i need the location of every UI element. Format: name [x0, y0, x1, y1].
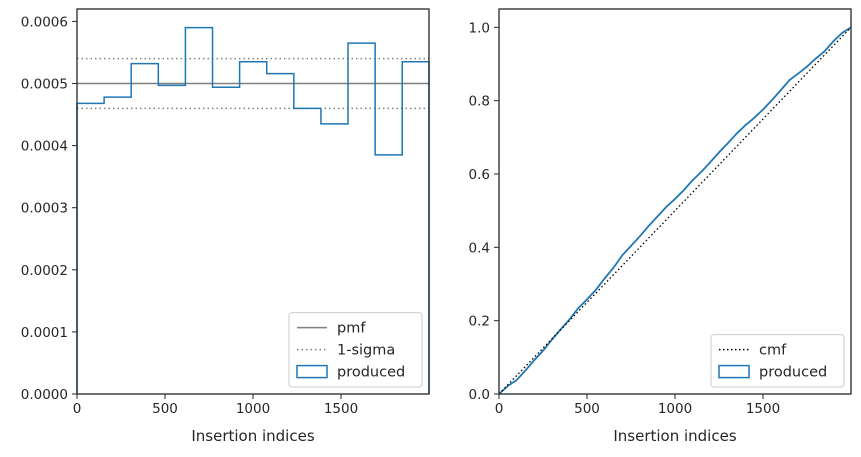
y-tick-label: 0.0004: [21, 139, 68, 155]
x-tick-label: 0: [73, 401, 82, 417]
produced-step-line: [76, 26, 430, 394]
axes-frame-2: [498, 8, 852, 395]
y-tick-label: 0.0002: [21, 263, 68, 279]
legend-label: produced: [759, 365, 827, 381]
axes-2: 0 500 1000 1500 0.0 0.2 0.4 0.6 0.8 1.0 Insertion …: [469, 20, 852, 445]
x-tick-label: 1000: [236, 401, 270, 417]
histogram-bin: [104, 97, 131, 394]
y-tick-label: 0.0006: [21, 14, 68, 30]
legend-1: pmf 1-sigma produced: [288, 312, 423, 388]
legend-label: produced: [337, 365, 405, 381]
legend-box: [288, 312, 423, 388]
y-tick-label: 1.0: [469, 20, 490, 36]
y-tick-label: 0.0: [469, 387, 490, 403]
x-tick-label: 500: [574, 401, 600, 417]
y-tick-label: 0.0005: [21, 77, 68, 93]
y-tick-label: 0.0001: [21, 325, 68, 341]
histogram-bin: [77, 103, 104, 394]
x-tick-label: 1500: [746, 401, 780, 417]
histogram-bin: [158, 85, 185, 394]
axes-1: 0 500 1000 1500 0.0000 0.0001 0.0002 0.0003 0.00…: [21, 14, 430, 445]
y-tick-label: 0.2: [469, 314, 490, 330]
legend-label: pmf: [337, 321, 366, 337]
legend-label: cmf: [759, 343, 787, 359]
histogram-bin: [240, 62, 267, 394]
legend-box: [710, 334, 845, 388]
y-tick-label: 0.8: [469, 94, 490, 110]
histogram-bin: [185, 28, 212, 394]
x-axis-label: Insertion indices: [191, 427, 314, 445]
y-tick-label: 0.6: [469, 167, 490, 183]
histogram-bin: [213, 87, 240, 394]
legend-label: 1-sigma: [337, 343, 395, 359]
cmf-line: [498, 26, 852, 395]
y-tick-label: 0.0003: [21, 201, 68, 217]
x-tick-label: 500: [152, 401, 178, 417]
x-axis-label: Insertion indices: [613, 427, 736, 445]
legend-patch: [718, 364, 750, 379]
y-tick-label: 0.0000: [21, 387, 68, 403]
histogram-bin: [131, 64, 158, 394]
x-tick-label: 1500: [324, 401, 358, 417]
legend-patch: [296, 364, 328, 379]
y-tick-label: 0.4: [469, 240, 490, 256]
legend-2: cmf produced: [710, 334, 845, 388]
x-tick-label: 1000: [658, 401, 692, 417]
axes-frame-1: [76, 8, 430, 395]
x-tick-label: 0: [495, 401, 504, 417]
